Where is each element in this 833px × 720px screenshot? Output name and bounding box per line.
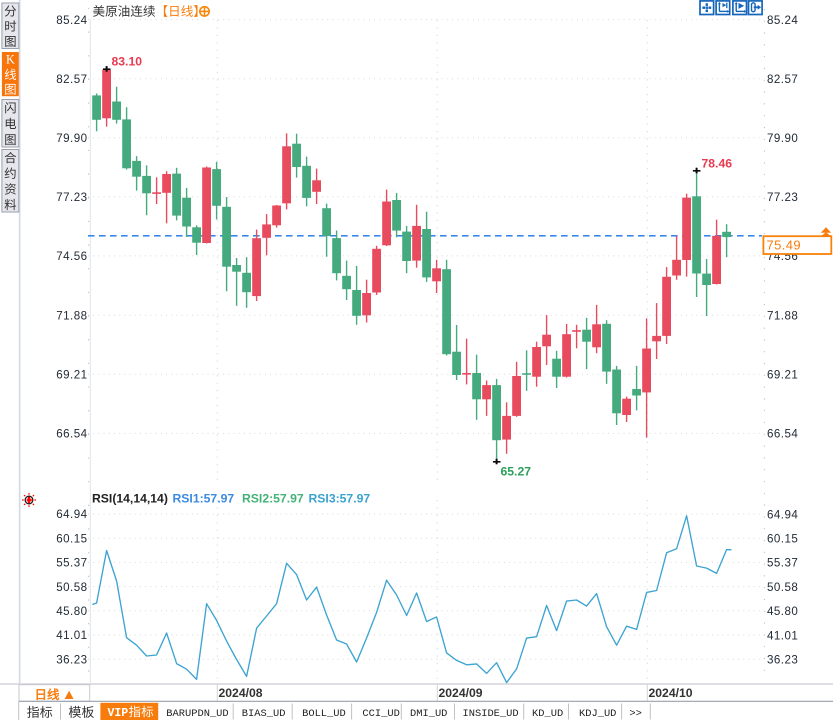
- svg-text:45.80: 45.80: [56, 605, 87, 618]
- svg-text:82.57: 82.57: [56, 73, 87, 86]
- svg-text:79.90: 79.90: [767, 132, 798, 145]
- svg-text:VIP: VIP: [108, 707, 129, 720]
- svg-text:41.01: 41.01: [767, 629, 798, 642]
- svg-text:82.57: 82.57: [767, 73, 798, 86]
- svg-text:KD_UD: KD_UD: [532, 708, 563, 720]
- svg-text:69.21: 69.21: [56, 369, 87, 382]
- svg-text:85.24: 85.24: [767, 14, 798, 27]
- svg-text:60.15: 60.15: [56, 532, 87, 545]
- svg-text:RSI3:57.97: RSI3:57.97: [309, 492, 371, 506]
- svg-text:55.37: 55.37: [767, 557, 798, 570]
- svg-text:60.15: 60.15: [767, 533, 798, 546]
- svg-text:41.01: 41.01: [56, 629, 87, 642]
- svg-text:36.23: 36.23: [767, 654, 798, 667]
- svg-text:KDJ_UD: KDJ_UD: [579, 708, 616, 720]
- svg-text:DMI_UD: DMI_UD: [410, 708, 447, 720]
- svg-text:36.23: 36.23: [56, 653, 87, 666]
- svg-text:66.54: 66.54: [56, 428, 87, 441]
- svg-text:2024/09: 2024/09: [439, 686, 483, 700]
- svg-text:64.94: 64.94: [767, 508, 798, 521]
- svg-text:2024/10: 2024/10: [649, 686, 693, 700]
- svg-text:INSIDE_UD: INSIDE_UD: [463, 708, 519, 720]
- svg-text:78.46: 78.46: [702, 157, 733, 171]
- svg-text:77.23: 77.23: [56, 191, 87, 204]
- svg-text:K: K: [6, 53, 15, 67]
- svg-text:71.88: 71.88: [767, 310, 798, 323]
- svg-text:RSI(14,14,14): RSI(14,14,14): [92, 492, 168, 506]
- svg-text:77.23: 77.23: [767, 191, 798, 204]
- svg-text:66.54: 66.54: [767, 428, 798, 441]
- svg-text:BIAS_UD: BIAS_UD: [242, 708, 286, 720]
- svg-text:RSI2:57.97: RSI2:57.97: [242, 492, 304, 506]
- svg-text:71.88: 71.88: [56, 309, 87, 322]
- svg-text:50.58: 50.58: [56, 581, 87, 594]
- svg-text:50.58: 50.58: [767, 581, 798, 594]
- svg-text:79.90: 79.90: [56, 132, 87, 145]
- svg-text:BARUPDN_UD: BARUPDN_UD: [166, 708, 228, 720]
- svg-text:2024/08: 2024/08: [219, 686, 263, 700]
- svg-text:BOLL_UD: BOLL_UD: [302, 708, 346, 720]
- svg-text:RSI1:57.97: RSI1:57.97: [173, 492, 235, 506]
- svg-text:75.49: 75.49: [767, 237, 802, 252]
- svg-text:64.94: 64.94: [56, 508, 87, 521]
- svg-text:83.10: 83.10: [112, 55, 143, 69]
- svg-text:85.24: 85.24: [56, 14, 87, 27]
- svg-text:69.21: 69.21: [767, 369, 798, 382]
- svg-text:74.56: 74.56: [56, 250, 87, 263]
- svg-text:CCI_UD: CCI_UD: [362, 708, 399, 720]
- svg-text:>>: >>: [629, 708, 641, 720]
- svg-text:55.37: 55.37: [56, 557, 87, 570]
- svg-text:65.27: 65.27: [501, 465, 532, 479]
- svg-text:45.80: 45.80: [767, 605, 798, 618]
